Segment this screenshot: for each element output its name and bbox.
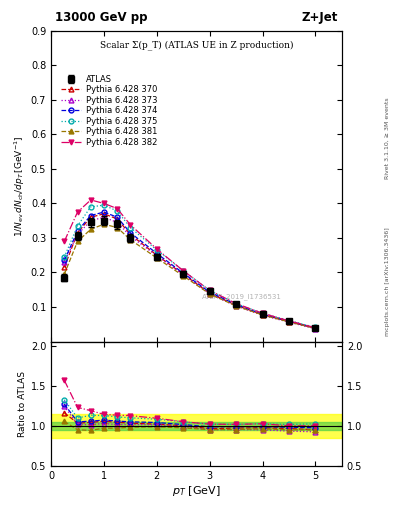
Pythia 6.428 370 — [75, 230, 80, 236]
Line: Pythia 6.428 373: Pythia 6.428 373 — [62, 215, 318, 331]
Pythia 6.428 375 — [88, 204, 93, 210]
Pythia 6.428 370 — [260, 312, 265, 318]
Y-axis label: $1/N_{\rm ev}\,dN_{\rm ch}/dp_T\,[\rm GeV^{-1}]$: $1/N_{\rm ev}\,dN_{\rm ch}/dp_T\,[\rm Ge… — [12, 135, 27, 237]
Pythia 6.428 373 — [154, 253, 159, 259]
Pythia 6.428 373 — [115, 219, 119, 225]
Text: 13000 GeV pp: 13000 GeV pp — [55, 11, 147, 25]
Pythia 6.428 375 — [128, 225, 133, 231]
Pythia 6.428 375 — [181, 268, 185, 274]
Pythia 6.428 375 — [313, 324, 318, 330]
Legend: ATLAS, Pythia 6.428 370, Pythia 6.428 373, Pythia 6.428 374, Pythia 6.428 375, P: ATLAS, Pythia 6.428 370, Pythia 6.428 37… — [58, 72, 160, 149]
Pythia 6.428 382 — [128, 222, 133, 228]
Pythia 6.428 375 — [102, 202, 107, 208]
Pythia 6.428 381 — [154, 255, 159, 261]
Pythia 6.428 375 — [208, 287, 212, 293]
Pythia 6.428 375 — [286, 317, 291, 324]
Pythia 6.428 375 — [62, 254, 67, 260]
Text: ATLAS_2019_I1736531: ATLAS_2019_I1736531 — [202, 293, 282, 300]
Pythia 6.428 374 — [234, 302, 239, 308]
Line: Pythia 6.428 381: Pythia 6.428 381 — [62, 222, 318, 331]
Pythia 6.428 381 — [128, 237, 133, 243]
Y-axis label: Ratio to ATLAS: Ratio to ATLAS — [18, 371, 27, 437]
Pythia 6.428 375 — [75, 223, 80, 229]
Pythia 6.428 370 — [181, 271, 185, 278]
Pythia 6.428 373 — [286, 319, 291, 325]
Text: mcplots.cern.ch [arXiv:1306.3436]: mcplots.cern.ch [arXiv:1306.3436] — [385, 227, 390, 336]
Pythia 6.428 370 — [286, 318, 291, 325]
Pythia 6.428 374 — [181, 270, 185, 276]
Pythia 6.428 374 — [260, 311, 265, 317]
Pythia 6.428 375 — [154, 247, 159, 253]
Pythia 6.428 373 — [128, 233, 133, 239]
Pythia 6.428 375 — [115, 208, 119, 214]
Pythia 6.428 374 — [128, 230, 133, 236]
Pythia 6.428 374 — [115, 214, 119, 220]
Pythia 6.428 375 — [260, 310, 265, 316]
Pythia 6.428 381 — [208, 291, 212, 297]
Pythia 6.428 382 — [75, 209, 80, 215]
Pythia 6.428 381 — [260, 312, 265, 318]
Pythia 6.428 370 — [154, 252, 159, 258]
Pythia 6.428 374 — [75, 228, 80, 234]
Pythia 6.428 373 — [181, 272, 185, 278]
Pythia 6.428 370 — [102, 211, 107, 217]
Pythia 6.428 382 — [313, 325, 318, 331]
Pythia 6.428 373 — [313, 326, 318, 332]
Pythia 6.428 373 — [234, 303, 239, 309]
Pythia 6.428 373 — [88, 218, 93, 224]
Pythia 6.428 381 — [115, 225, 119, 231]
Line: Pythia 6.428 370: Pythia 6.428 370 — [62, 211, 318, 331]
Pythia 6.428 382 — [286, 318, 291, 324]
Pythia 6.428 374 — [88, 212, 93, 219]
Pythia 6.428 370 — [208, 290, 212, 296]
Pythia 6.428 381 — [62, 271, 67, 278]
Text: Rivet 3.1.10, ≥ 3M events: Rivet 3.1.10, ≥ 3M events — [385, 97, 390, 179]
Pythia 6.428 381 — [75, 239, 80, 245]
Pythia 6.428 373 — [62, 259, 67, 265]
Pythia 6.428 373 — [75, 231, 80, 238]
Pythia 6.428 382 — [102, 200, 107, 206]
Pythia 6.428 374 — [154, 250, 159, 257]
Pythia 6.428 381 — [102, 221, 107, 227]
Pythia 6.428 370 — [62, 264, 67, 270]
Pythia 6.428 370 — [88, 214, 93, 220]
Pythia 6.428 382 — [208, 287, 212, 293]
Pythia 6.428 373 — [102, 214, 107, 220]
X-axis label: $p_T$ [GeV]: $p_T$ [GeV] — [172, 483, 221, 498]
Pythia 6.428 374 — [102, 209, 107, 215]
Pythia 6.428 374 — [313, 325, 318, 331]
Bar — [51, 414, 342, 438]
Pythia 6.428 370 — [234, 302, 239, 308]
Pythia 6.428 374 — [208, 289, 212, 295]
Pythia 6.428 381 — [286, 319, 291, 325]
Pythia 6.428 374 — [62, 258, 67, 264]
Pythia 6.428 373 — [260, 312, 265, 318]
Pythia 6.428 382 — [115, 205, 119, 211]
Pythia 6.428 381 — [313, 326, 318, 332]
Pythia 6.428 382 — [154, 246, 159, 252]
Pythia 6.428 381 — [88, 226, 93, 232]
Line: Pythia 6.428 375: Pythia 6.428 375 — [62, 203, 318, 330]
Line: Pythia 6.428 382: Pythia 6.428 382 — [62, 198, 318, 330]
Pythia 6.428 382 — [181, 268, 185, 274]
Pythia 6.428 370 — [115, 216, 119, 222]
Line: Pythia 6.428 374: Pythia 6.428 374 — [62, 209, 318, 331]
Pythia 6.428 382 — [234, 301, 239, 307]
Pythia 6.428 374 — [286, 318, 291, 324]
Pythia 6.428 370 — [313, 326, 318, 332]
Pythia 6.428 375 — [234, 301, 239, 307]
Pythia 6.428 373 — [208, 291, 212, 297]
Bar — [51, 422, 342, 430]
Pythia 6.428 381 — [181, 273, 185, 279]
Pythia 6.428 382 — [88, 197, 93, 203]
Pythia 6.428 381 — [234, 303, 239, 309]
Pythia 6.428 370 — [128, 231, 133, 238]
Pythia 6.428 382 — [62, 239, 67, 245]
Text: Scalar Σ(p_T) (ATLAS UE in Z production): Scalar Σ(p_T) (ATLAS UE in Z production) — [100, 40, 293, 50]
Pythia 6.428 382 — [260, 310, 265, 316]
Text: Z+Jet: Z+Jet — [301, 11, 338, 25]
